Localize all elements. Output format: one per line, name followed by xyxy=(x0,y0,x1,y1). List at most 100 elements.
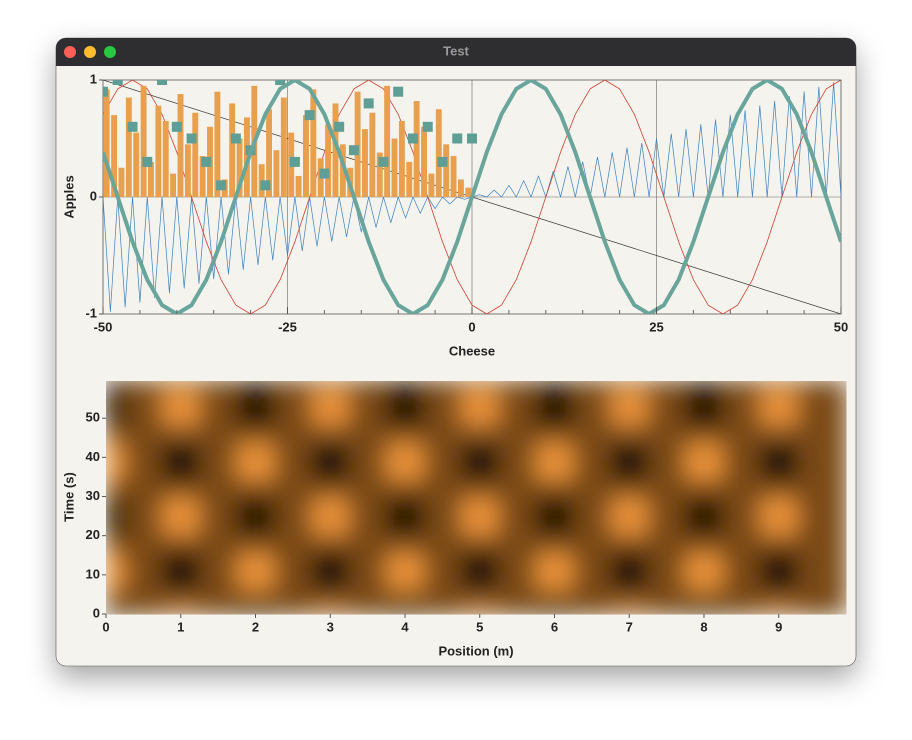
heatmap-cell xyxy=(423,437,462,458)
heatmap-cell xyxy=(722,418,761,439)
heatmap-cell xyxy=(760,476,798,498)
heatmap-cell xyxy=(386,457,425,478)
x-tick-label: 0 xyxy=(468,319,475,334)
bar xyxy=(457,179,464,197)
heatmap-cell xyxy=(106,516,126,537)
x-tick-label: 5 xyxy=(476,619,483,634)
bar xyxy=(280,97,287,197)
heatmap-cell xyxy=(348,398,387,419)
heatmap-cell xyxy=(760,457,798,478)
heatmap-cell xyxy=(647,418,686,439)
scatter-point xyxy=(289,156,300,167)
x-tick-label: 6 xyxy=(551,619,558,634)
heatmap-cell xyxy=(573,381,612,400)
heatmap-cell xyxy=(423,381,462,400)
heatmap-cell xyxy=(311,437,350,458)
heatmap-cell xyxy=(535,594,574,615)
heatmap-cell xyxy=(236,437,275,458)
heatmap-cell xyxy=(386,594,425,615)
heatmap-cell xyxy=(199,555,238,576)
bar xyxy=(155,105,162,197)
heatmap-cell xyxy=(797,594,847,615)
close-button[interactable] xyxy=(64,46,76,58)
heatmap-cell xyxy=(236,418,275,439)
y-tick-label: 0 xyxy=(90,188,97,203)
bar xyxy=(354,91,361,197)
heatmap-cell xyxy=(498,516,537,537)
heatmap-cell xyxy=(647,555,686,576)
heatmap-cell xyxy=(461,398,499,419)
zoom-button[interactable] xyxy=(104,46,116,58)
heatmap-cell xyxy=(610,381,649,400)
minimize-button[interactable] xyxy=(84,46,96,58)
heatmap-cell xyxy=(685,496,724,517)
scatter-point xyxy=(216,180,227,191)
heatmap-cell xyxy=(610,398,649,419)
heatmap-cell xyxy=(573,496,612,517)
heatmap-cell xyxy=(722,496,761,517)
heatmap-cell xyxy=(760,398,798,419)
heatmap-cell xyxy=(348,418,387,439)
heatmap-cell xyxy=(199,535,238,556)
heatmap-cell xyxy=(760,516,798,537)
heatmap-cell xyxy=(124,437,163,458)
heatmap-cell xyxy=(610,555,649,576)
heatmap-cell xyxy=(461,457,499,478)
scatter-point xyxy=(275,80,286,85)
heatmap-cell xyxy=(274,418,313,439)
y-tick-label: -1 xyxy=(85,305,97,320)
heatmap-cell xyxy=(311,516,350,537)
heatmap-cell xyxy=(106,381,126,400)
heatmap-cell xyxy=(610,496,649,517)
heatmap-cell xyxy=(498,594,537,615)
x-tick-label: 1 xyxy=(177,619,184,634)
heatmap-cell xyxy=(423,457,462,478)
heatmap-cell xyxy=(498,381,537,400)
heatmap-cell xyxy=(647,457,686,478)
heatmap-cell xyxy=(685,418,724,439)
heatmap-cell xyxy=(423,418,462,439)
x-tick-label: 4 xyxy=(401,619,409,634)
heatmap-cell xyxy=(386,437,425,458)
scatter-point xyxy=(334,121,345,132)
x-tick-label: 8 xyxy=(700,619,707,634)
plot-area xyxy=(103,80,841,314)
bar xyxy=(376,152,383,197)
heatmap-cell xyxy=(386,381,425,400)
heatmap-cell xyxy=(573,516,612,537)
heatmap-cell xyxy=(311,381,350,400)
heatmap-cell xyxy=(162,418,200,439)
heatmap-cell xyxy=(573,476,612,498)
heatmap-cell xyxy=(124,476,163,498)
scatter-point xyxy=(103,86,108,97)
heatmap-cell xyxy=(236,574,275,595)
heatmap-cell xyxy=(535,418,574,439)
heatmap-cell xyxy=(386,398,425,419)
heatmap-cell xyxy=(610,516,649,537)
heatmap-cell xyxy=(535,398,574,419)
bar xyxy=(111,115,118,197)
scatter-point xyxy=(127,121,138,132)
heatmap-cell xyxy=(535,381,574,400)
heatmap-cell xyxy=(760,594,798,615)
heatmap-cell xyxy=(124,398,163,419)
bar xyxy=(170,173,177,197)
y-axis-label: Apples xyxy=(61,175,76,218)
heatmap-cell xyxy=(722,535,761,556)
heatmap-cell xyxy=(124,594,163,615)
heatmap-cell xyxy=(685,516,724,537)
heatmap-cell xyxy=(573,418,612,439)
title-bar xyxy=(56,38,856,66)
heatmap-cell xyxy=(685,574,724,595)
y-tick-label: 0 xyxy=(93,605,100,620)
bar xyxy=(162,120,169,197)
heatmap-cell xyxy=(760,418,798,439)
bar xyxy=(413,101,420,197)
heatmap-cell xyxy=(461,516,499,537)
heatmap-cell xyxy=(722,516,761,537)
bar xyxy=(184,144,191,197)
heatmap-cell xyxy=(162,476,200,498)
heatmap-cell xyxy=(236,381,275,400)
heatmap-cell xyxy=(461,574,499,595)
